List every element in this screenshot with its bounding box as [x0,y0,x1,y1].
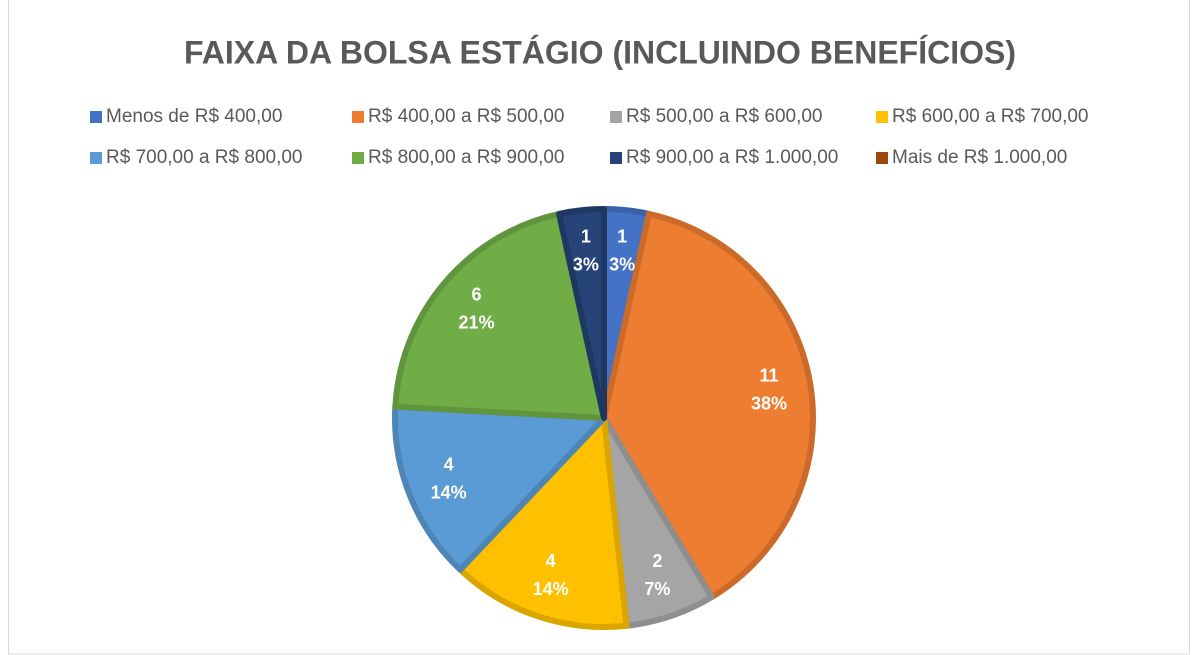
legend-label: R$ 500,00 a R$ 600,00 [626,106,823,127]
data-label: 6 [472,285,482,305]
pie-slice [392,210,607,421]
legend-label: R$ 900,00 a R$ 1.000,00 [626,147,838,168]
data-label: 11 [759,366,778,386]
legend-label: Mais de R$ 1.000,00 [892,147,1067,168]
legend-label: R$ 600,00 a R$ 700,00 [892,106,1089,127]
legend-swatch [610,111,622,123]
pie-slice [556,206,607,421]
legend-label: R$ 700,00 a R$ 800,00 [106,147,303,168]
legend-swatch [352,111,364,123]
percent-label: 3% [573,255,599,275]
legend-label: R$ 400,00 a R$ 500,00 [368,106,565,127]
percent-label: 7% [644,579,670,599]
data-label: 4 [546,551,556,571]
data-label: 2 [652,551,662,571]
legend-swatch [90,111,102,123]
percent-label: 14% [431,483,467,503]
legend-label: R$ 800,00 a R$ 900,00 [368,147,565,168]
legend-label: Menos de R$ 400,00 [106,106,282,127]
percent-label: 21% [459,313,495,333]
percent-label: 38% [751,394,787,414]
percent-label: 3% [609,255,635,275]
legend-swatch [352,152,364,164]
percent-label: 14% [533,579,569,599]
legend-swatch [876,152,888,164]
legend-swatch [876,111,888,123]
legend-swatch [610,152,622,164]
data-label: 1 [617,227,627,247]
data-label: 4 [444,455,454,475]
pie-slice [392,403,607,573]
pie-slice [457,415,630,630]
chart-title: FAIXA DA BOLSA ESTÁGIO (INCLUINDO BENEFÍ… [184,34,1016,70]
legend-swatch [90,152,102,164]
data-label: 1 [581,227,591,247]
